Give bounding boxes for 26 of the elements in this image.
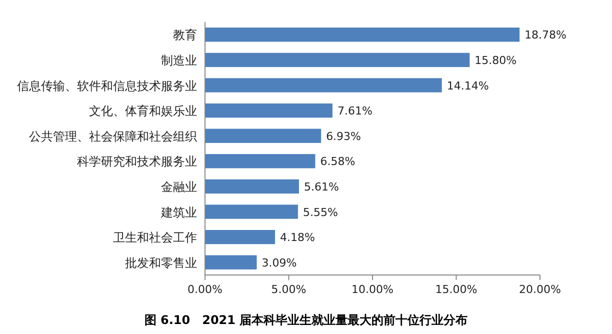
- x-tick-label: 10.00%: [352, 283, 394, 296]
- y-tick-label: 卫生和社会工作: [113, 230, 197, 245]
- y-tick-label: 建筑业: [160, 205, 197, 220]
- data-label: 5.55%: [302, 206, 338, 219]
- data-label: 4.18%: [280, 231, 315, 244]
- x-tick-label: 15.00%: [435, 283, 478, 296]
- data-label: 7.61%: [337, 104, 372, 118]
- y-tick-label: 教育: [173, 28, 197, 42]
- data-label: 14.14%: [446, 79, 489, 92]
- data-label: 18.78%: [524, 28, 567, 42]
- y-tick-label: 科学研究和技术服务业: [77, 154, 197, 169]
- data-label: 6.58%: [320, 155, 356, 168]
- data-label: 6.93%: [326, 130, 362, 143]
- x-tick-label: 20.00%: [519, 283, 561, 296]
- x-tick-label: 0.00%: [188, 283, 222, 296]
- y-tick-label: 批发和零售业: [125, 256, 197, 270]
- data-label: 5.61%: [304, 180, 339, 194]
- y-tick-label: 制造业: [161, 53, 197, 68]
- y-tick-label: 金融业: [161, 180, 197, 194]
- text: 图 6.10 2021 届本科毕业生就业量最大的前十位行业分布: [144, 313, 468, 327]
- x-tick-label: 5.00%: [271, 283, 306, 296]
- data-label: 3.09%: [262, 256, 297, 270]
- data-label: 15.80%: [474, 54, 517, 67]
- y-tick-label: 公共管理、社会保障和社会组织: [29, 129, 197, 144]
- y-tick-label: 文化、体育和娱乐业: [89, 104, 197, 118]
- y-tick-label: 信息传输、软件和信息技术服务业: [17, 78, 197, 93]
